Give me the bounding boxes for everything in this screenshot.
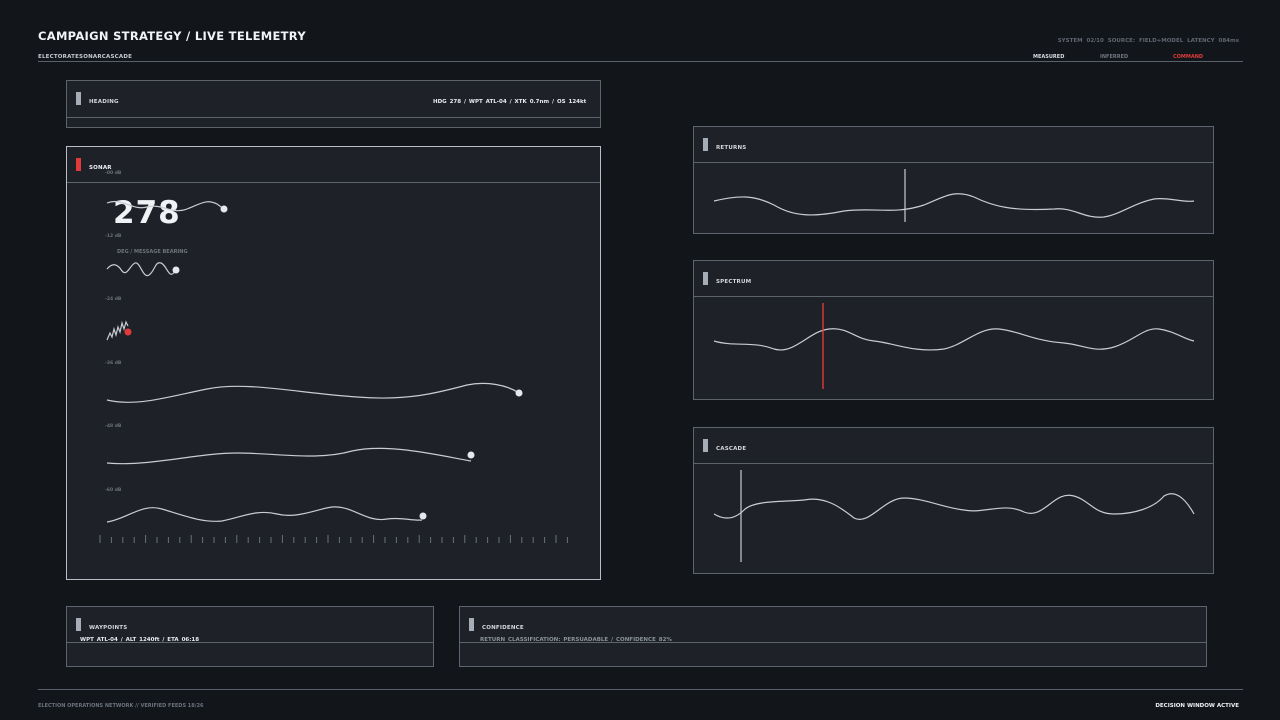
sonar-trace: [106, 201, 225, 212]
trace-endpoint: [419, 512, 427, 520]
trace-endpoint: [124, 328, 132, 336]
sonar-panel: SONAR -00 dB -12 dB -24 dB -36 dB -48 dB…: [66, 146, 601, 580]
spectrum-marker: [703, 272, 708, 285]
spectrum-label: SPECTRUM: [716, 279, 752, 285]
trace-endpoint: [220, 205, 228, 213]
page-title: CAMPAIGN STRATEGY / LIVE TELEMETRY: [38, 29, 306, 43]
sonar-panel-header: SONAR: [67, 147, 600, 183]
cascade-panel-header: CASCADE: [694, 428, 1213, 464]
returns-graph: [713, 169, 1195, 222]
waypoints-panel: WAYPOINTS WPT ATL-04 / ALT 1240ft / ETA …: [66, 606, 434, 667]
heading-panel: HEADING HDG 278 / WPT ATL-04 / XTK 0.7nm…: [66, 80, 601, 128]
confidence-label: CONFIDENCE: [482, 625, 524, 631]
db-label: -60 dB: [105, 488, 122, 493]
legend-command: COMMAND: [1173, 54, 1204, 60]
confidence-panel-header: CONFIDENCE RETURN CLASSIFICATION: PERSUA…: [460, 607, 1206, 643]
spectrum-graph: [713, 303, 1195, 389]
confidence-marker: [469, 618, 474, 631]
waypoints-marker: [76, 618, 81, 631]
sonar-trace: [106, 320, 129, 341]
returns-label: RETURNS: [716, 145, 747, 151]
returns-panel-header: RETURNS: [694, 127, 1213, 163]
sonar-label: SONAR: [89, 165, 112, 171]
footer-network-status: ELECTION OPERATIONS NETWORK // VERIFIED …: [38, 703, 204, 709]
bearing-caption: DEG / MESSAGE BEARING: [117, 249, 188, 255]
time-axis: [99, 535, 568, 543]
cascade-trace: [713, 493, 1195, 521]
db-label: -48 dB: [105, 424, 122, 429]
cascade-panel: CASCADE: [693, 427, 1214, 574]
sonar-marker: [76, 158, 81, 171]
bearing-value: 278: [113, 195, 181, 231]
legend-inferred: INFERRED: [1100, 54, 1129, 60]
cascade-graph: [713, 470, 1195, 562]
confidence-readout: RETURN CLASSIFICATION: PERSUADABLE / CON…: [480, 637, 672, 643]
heading-label: HEADING: [89, 99, 119, 105]
waypoints-panel-header: WAYPOINTS WPT ATL-04 / ALT 1240ft / ETA …: [67, 607, 433, 643]
cascade-marker: [703, 439, 708, 452]
spectrum-trace: [713, 328, 1195, 351]
cascade-label: CASCADE: [716, 446, 747, 452]
db-label: -36 dB: [105, 361, 122, 366]
spectrum-panel-header: SPECTRUM: [694, 261, 1213, 297]
header-divider: [38, 61, 1243, 62]
returns-marker: [703, 138, 708, 151]
trace-endpoint: [172, 266, 180, 274]
footer-divider: [38, 689, 1243, 690]
sonar-trace: [106, 447, 472, 465]
db-label: -12 dB: [105, 234, 122, 239]
confidence-panel: CONFIDENCE RETURN CLASSIFICATION: PERSUA…: [459, 606, 1207, 667]
waypoints-readout: WPT ATL-04 / ALT 1240ft / ETA 06:18: [80, 637, 200, 643]
heading-readout: HDG 278 / WPT ATL-04 / XTK 0.7nm / OS 12…: [433, 99, 587, 105]
sonar-trace: [106, 382, 520, 403]
db-label: -00 dB: [105, 171, 122, 176]
sonar-trace: [106, 506, 423, 523]
trace-endpoint: [515, 389, 523, 397]
legend-measured: MEASURED: [1033, 54, 1065, 60]
db-label: -24 dB: [105, 297, 122, 302]
system-status: SYSTEM 02/10 SOURCE: FIELD+MODEL LATENCY…: [1057, 38, 1239, 44]
waypoints-label: WAYPOINTS: [89, 625, 128, 631]
trace-endpoint: [467, 451, 475, 459]
sonar-trace: [106, 262, 176, 277]
sonar-traces: [99, 201, 568, 543]
returns-trace: [713, 193, 1195, 218]
returns-panel: RETURNS: [693, 126, 1214, 234]
decision-window-status: DECISION WINDOW ACTIVE: [1155, 703, 1239, 709]
heading-panel-header: HEADING HDG 278 / WPT ATL-04 / XTK 0.7nm…: [67, 81, 600, 118]
page-subtitle: ELECTORATESONARCASCADE: [38, 54, 133, 60]
heading-marker: [76, 92, 81, 105]
spectrum-panel: SPECTRUM: [693, 260, 1214, 400]
